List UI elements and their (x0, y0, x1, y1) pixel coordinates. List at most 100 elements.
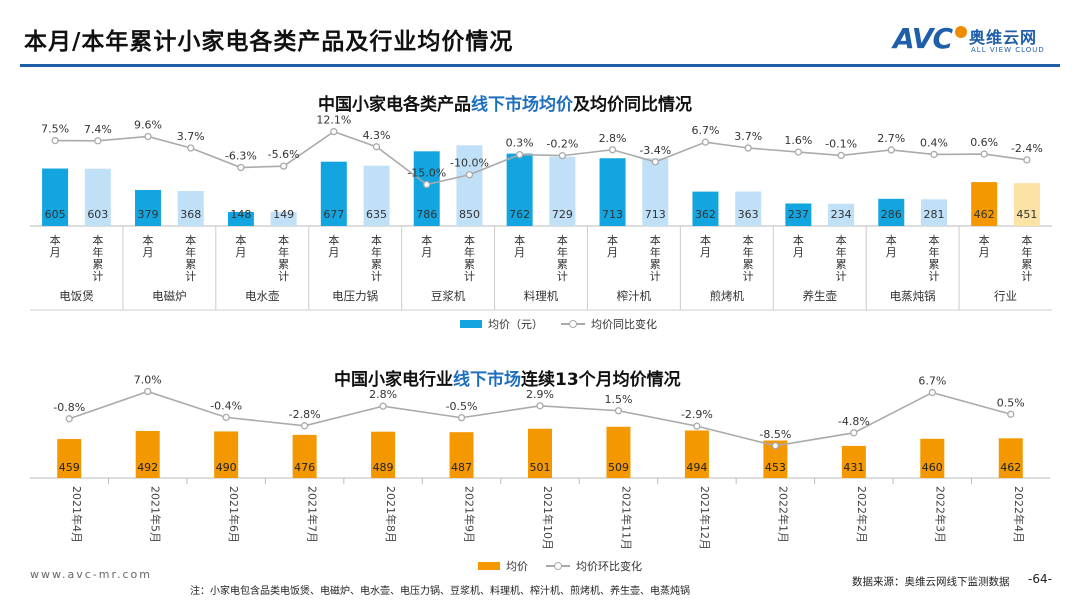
chart2-bar-value: 453 (765, 461, 786, 474)
chart1-subcategory-label: 计 (650, 270, 661, 283)
logo-en-name: ALL VIEW CLOUD (971, 46, 1045, 54)
chart1-bar (227, 211, 254, 226)
chart1-bar (828, 203, 855, 226)
chart1-bar (363, 165, 390, 226)
chart1-subcategory-label: 本 (92, 233, 103, 247)
chart2-bar-value: 490 (216, 461, 237, 474)
chart2-title-part2: 连续13个月均价情况 (521, 370, 681, 390)
chart2-bar (998, 438, 1023, 478)
chart2-bar-value: 492 (137, 461, 158, 474)
chart1-subcategory-label: 计 (92, 270, 103, 283)
chart1-subcategory-label: 年 (1021, 245, 1032, 259)
chart2-trend-point (693, 422, 701, 430)
chart1-subcategory-label: 本 (886, 233, 897, 247)
chart2-bar-value: 459 (59, 461, 80, 474)
chart1-title: 中国小家电各类产品线下市场均价及均价同比情况 (318, 90, 692, 115)
chart2-title-highlight: 线下市场 (453, 370, 521, 390)
chart1-bar (642, 158, 669, 226)
chart1-subcategory-label: 计 (929, 270, 940, 283)
chart1-bar-value: 603 (87, 208, 108, 221)
chart2-bar (449, 432, 474, 478)
chart2-bar-value: 489 (373, 461, 394, 474)
chart1-subcategory-label: 累 (836, 258, 847, 271)
page-number: -64- (1028, 572, 1052, 586)
chart1-subcategory-label: 年 (92, 245, 103, 259)
chart1-trend-label: 9.6% (134, 118, 162, 131)
chart1-subcategory-label: 月 (979, 246, 990, 259)
chart1-bar-value: 286 (881, 208, 902, 221)
chart1-trend-label: 12.1% (316, 114, 351, 127)
chart1-subcategory-label: 本 (700, 233, 711, 247)
chart1-subcategory-label: 本 (929, 233, 940, 247)
chart1-trend-label: 0.3% (506, 137, 534, 150)
chart1-trend-point (1023, 156, 1031, 164)
chart1-legend: 均价（元） 均价同比变化 (460, 316, 657, 332)
chart2-legend-bar-label: 均价 (506, 560, 528, 573)
chart1-trend-point (837, 151, 845, 160)
chart1-subcategory-label: 累 (1021, 258, 1032, 271)
chart1-subcategory-label: 年 (650, 245, 661, 259)
chart1-subcategory-label: 月 (514, 246, 525, 259)
chart1-subcategory-label: 年 (929, 245, 940, 259)
chart2-bar (135, 430, 160, 478)
logo-cn-name: 奥维云网 (969, 28, 1038, 47)
chart1-subcategory-label: 月 (793, 246, 804, 259)
chart2-trend-point (1007, 410, 1015, 418)
chart1-category-label: 电饭煲 (59, 289, 94, 303)
chart1-subcategory-label: 月 (235, 246, 246, 259)
legend-line-swatch (546, 561, 570, 571)
chart1-trend-label: -0.2% (546, 138, 578, 151)
chart2-trend-label: -0.5% (446, 400, 478, 413)
chart1-bar (177, 191, 204, 226)
chart2-bar-value: 462 (1000, 461, 1021, 474)
chart1-bar-value: 362 (695, 208, 716, 221)
chart1-bar-value: 462 (974, 208, 995, 221)
chart1-subcategory-label: 月 (50, 246, 61, 259)
chart1-bar (599, 158, 626, 226)
chart1-subcategory-label: 本 (371, 233, 382, 247)
chart1-category-label: 榨汁机 (617, 289, 652, 303)
chart1-category-label: 煎烤机 (710, 289, 745, 303)
chart2-trend-label: -0.4% (210, 399, 242, 412)
chart1-trend-point (701, 138, 710, 146)
chart1-bar-value: 149 (273, 208, 294, 221)
chart2-trend-label: 2.8% (369, 388, 397, 401)
chart2-title: 中国小家电行业线下市场连续13个月均价情况 (334, 365, 681, 390)
chart2-bar-value: 509 (608, 461, 629, 474)
chart1-trend-label: -5.6% (268, 148, 300, 161)
chart1-subcategory-label: 本 (50, 233, 61, 247)
chart2-trend-label: 7.0% (134, 374, 162, 387)
chart2-title-part1: 中国小家电行业 (334, 370, 453, 390)
chart2-trend-point (379, 402, 387, 410)
chart2-trend-label: -2.9% (681, 408, 713, 421)
chart1-subcategory-label: 年 (557, 245, 568, 259)
chart1-bar (785, 203, 812, 226)
chart1-subcategory-label: 本 (1021, 233, 1032, 247)
chart1-subcategory-label: 累 (743, 258, 754, 271)
chart1-bar (134, 189, 161, 226)
chart1-subcategory-label: 本 (793, 233, 804, 247)
page-title: 本月/本年累计小家电各类产品及行业均价情况 (24, 29, 514, 55)
chart1-trend-label: 3.7% (177, 130, 205, 143)
chart2-bar (920, 438, 945, 478)
chart2-month-label: 2021年12月 (698, 486, 712, 550)
chart1-bar (971, 182, 998, 226)
chart1-subcategory-label: 累 (557, 258, 568, 271)
chart1-trend-label: 0.4% (920, 136, 948, 149)
logo-dot-icon (955, 26, 967, 38)
chart1-bar (42, 168, 69, 226)
chart1-subcategory-label: 年 (743, 245, 754, 259)
chart1-subcategory-label: 计 (371, 270, 382, 283)
chart1-trend-label: -15.0% (407, 166, 446, 179)
chart1-subcategory-label: 月 (142, 246, 153, 259)
chart2-legend-line-label: 均价环比变化 (576, 560, 642, 573)
chart1-bar-value: 713 (602, 208, 623, 221)
chart1-subcategory-label: 本 (743, 233, 754, 247)
legend-bar-swatch (478, 562, 500, 570)
legend-line-swatch (561, 319, 585, 329)
chart1-bar (320, 161, 347, 226)
chart1-bar (456, 145, 483, 226)
chart1-subcategory-label: 年 (371, 245, 382, 259)
chart2-month-label: 2022年1月 (776, 486, 790, 543)
